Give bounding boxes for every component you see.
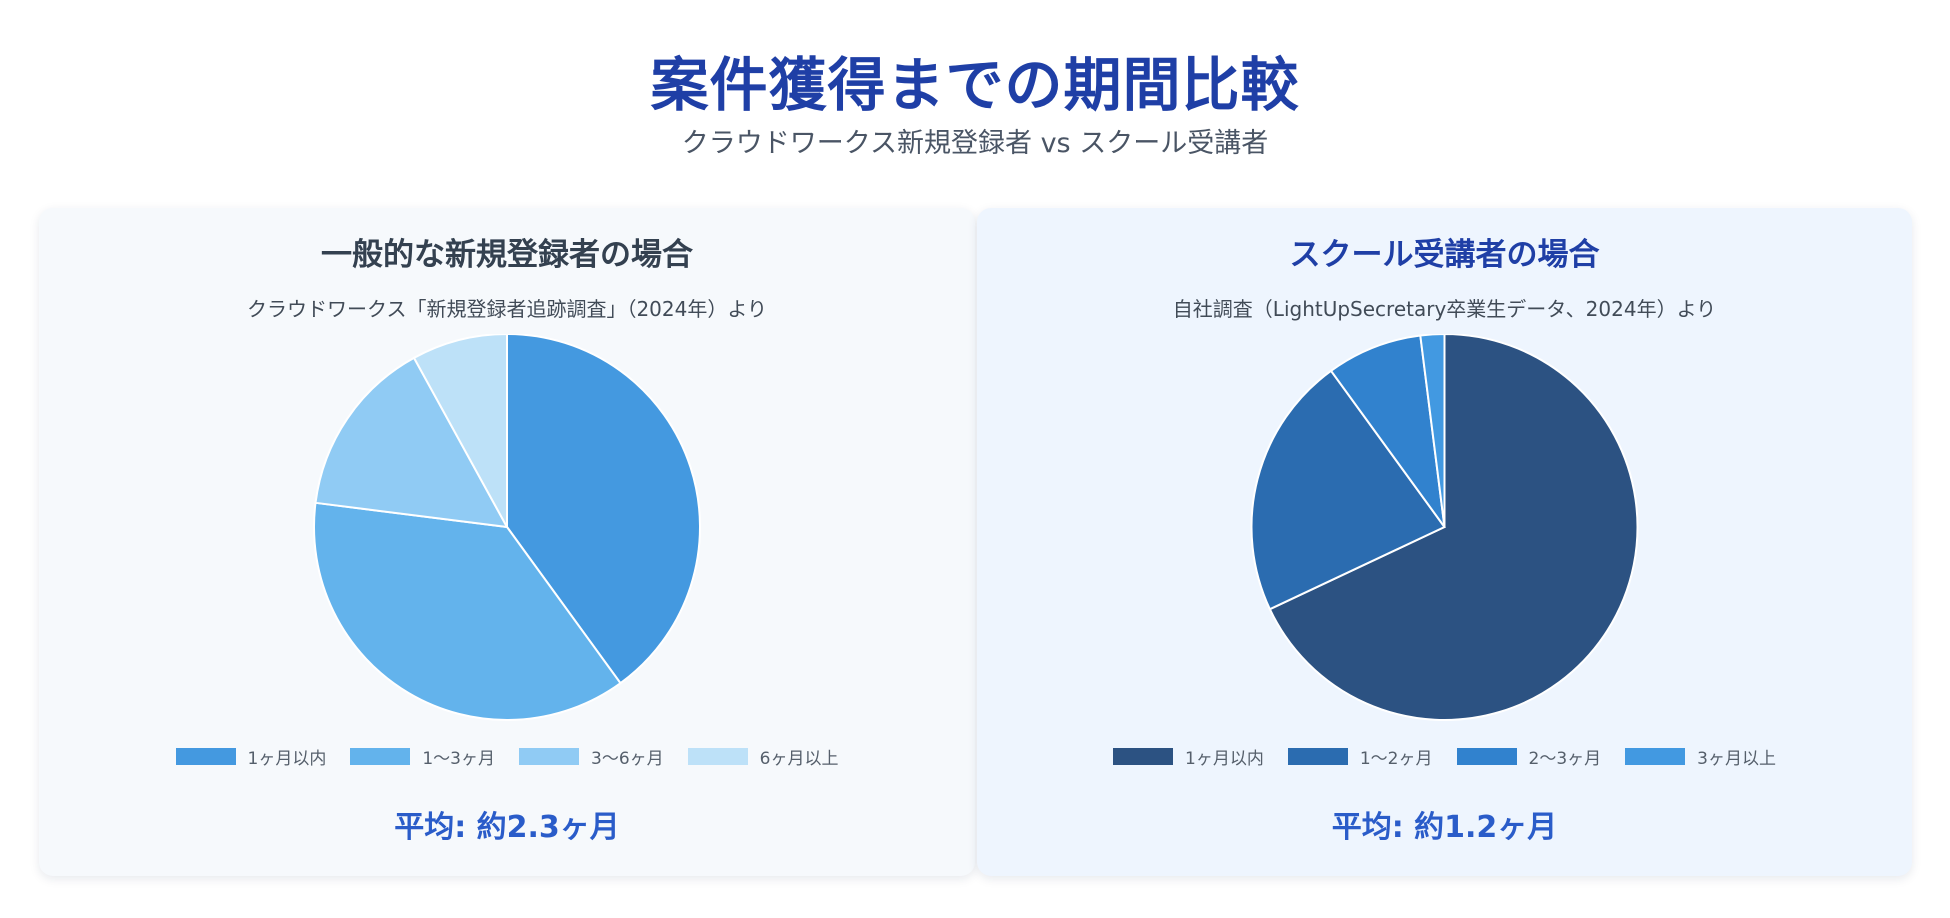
pie-slice-1 [1268,334,1639,721]
legend-label: 1ヶ月以内 [247,749,327,769]
legend-swatch [350,748,411,765]
legend-swatch [1287,748,1348,765]
legend-swatch [175,748,236,765]
legend-item: 1〜2ヶ月 [1287,744,1433,769]
average-label: 平均: 約2.3ヶ月 [394,810,620,845]
legend-swatch [1625,748,1686,765]
legend-item: 1ヶ月以内 [175,744,327,769]
pie-slice-4 [412,334,508,528]
pie-slice-3 [314,356,509,529]
legend-label: 2〜3ヶ月 [1528,749,1602,769]
card-source: クラウドワークス「新規登録者追跡調査」（2024年）より [247,297,767,321]
legend-item: 3〜6ヶ月 [519,744,664,769]
legend-item: 1〜3ヶ月 [350,744,495,769]
pie-slice-2 [313,501,622,721]
card-source: 自社調査（LightUpSecretary卒業生データ、2024年）より [1172,297,1717,321]
legend-item: 1ヶ月以内 [1113,744,1264,769]
legend-item: 3ヶ月以上 [1625,744,1776,769]
card-title: スクール受講者の場合 [1289,237,1600,273]
page-title: 案件獲得までの期間比較 [650,51,1300,119]
legend-label: 1〜2ヶ月 [1359,749,1433,769]
legend-label: 1〜3ヶ月 [422,749,495,769]
card-general-registrants: 一般的な新規登録者の場合 クラウドワークス「新規登録者追跡調査」（2024年）よ… [39,208,975,876]
pie-slice-1 [506,334,701,685]
page-subtitle: クラウドワークス新規登録者 vs スクール受講者 [681,128,1269,159]
pie-chart-school [1250,334,1639,721]
legend-swatch [519,748,579,765]
pie-slice-2 [1250,369,1447,611]
legend-swatch [1456,748,1517,765]
legend-label: 6ヶ月以上 [759,749,839,769]
card-title: 一般的な新規登録者の場合 [321,237,693,273]
pie-slice-4 [1419,334,1446,528]
legend-label: 3〜6ヶ月 [591,749,664,769]
header: 案件獲得までの期間比較 クラウドワークス新規登録者 vs スクール受講者 [0,44,1950,162]
legend-swatch [1113,748,1174,765]
legend: 1ヶ月以内 1〜3ヶ月 3〜6ヶ月 6ヶ月以上 [39,744,975,769]
legend: 1ヶ月以内 1〜2ヶ月 2〜3ヶ月 3ヶ月以上 [977,744,1912,769]
legend-item: 6ヶ月以上 [687,744,839,769]
legend-label: 1ヶ月以内 [1185,749,1264,769]
card-school-students: スクール受講者の場合 自社調査（LightUpSecretary卒業生データ、2… [977,208,1912,876]
legend-item: 2〜3ヶ月 [1456,744,1602,769]
pie-slice-3 [1329,334,1446,528]
legend-label: 3ヶ月以上 [1697,749,1776,769]
average-label: 平均: 約1.2ヶ月 [1331,810,1558,845]
pie-chart-general [313,334,701,721]
legend-swatch [687,748,748,765]
